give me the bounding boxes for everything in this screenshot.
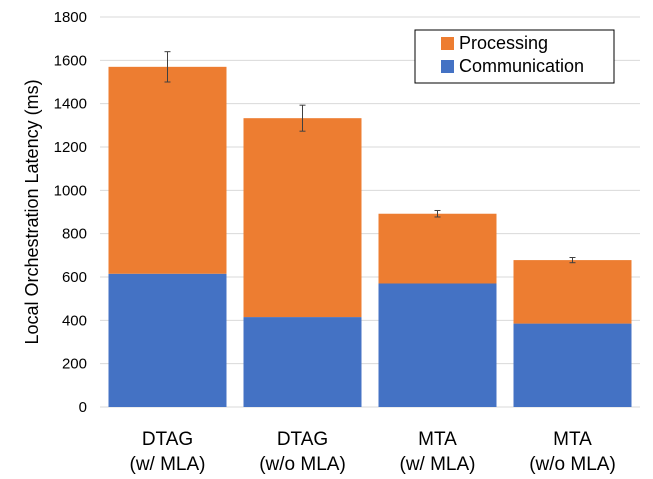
x-category-label: MTA (w/o MLA) — [529, 429, 616, 475]
error-bar — [299, 104, 306, 132]
bars — [108, 66, 632, 407]
error-bars — [164, 51, 576, 264]
bar-processing — [108, 66, 227, 274]
y-axis-title: Local Orchestration Latency (ms) — [22, 79, 42, 344]
y-tick-label: 0 — [79, 399, 87, 416]
x-category-label: DTAG (w/ MLA) — [130, 429, 206, 475]
x-category-labels: DTAG (w/ MLA) DTAG (w/o MLA) MTA (w/ MLA) MTA(… — [130, 429, 616, 475]
error-bar — [569, 257, 576, 264]
y-tick-label: 400 — [62, 312, 87, 329]
y-tick-label: 1600 — [54, 52, 87, 69]
x-category-label: MTA (w/ MLA) — [400, 429, 476, 475]
bar-communication — [108, 273, 227, 407]
legend-item-communication: Communication — [441, 56, 584, 76]
legend-swatch — [441, 37, 454, 50]
legend-label: Processing — [459, 33, 548, 53]
bar-processing — [513, 260, 632, 324]
legend-label: Communication — [459, 56, 584, 76]
legend-item-processing: Processing — [441, 33, 548, 53]
error-bar — [164, 51, 171, 83]
bar-communication — [378, 283, 497, 407]
y-tick-label: 1000 — [54, 182, 87, 199]
legend: Processing Communication — [414, 29, 615, 84]
bar-processing — [243, 118, 362, 318]
bar-communication — [513, 323, 632, 407]
bar-communication — [243, 317, 362, 407]
y-tick-label: 600 — [62, 269, 87, 286]
y-tick-label: 1800 — [54, 9, 87, 26]
y-tick-label: 800 — [62, 226, 87, 243]
y-tick-labels: 0 200 400 600 800 1000 1200 1400 1600 1800 — [54, 9, 87, 416]
y-tick-label: 200 — [62, 356, 87, 373]
legend-swatch — [441, 60, 454, 73]
error-bar — [434, 209, 441, 218]
y-tick-label: 1200 — [54, 139, 87, 156]
y-tick-label: 1400 — [54, 96, 87, 113]
bar-processing — [378, 213, 497, 284]
legend-box — [414, 29, 615, 84]
x-category-label: DTAG (w/o MLA) — [259, 429, 346, 475]
